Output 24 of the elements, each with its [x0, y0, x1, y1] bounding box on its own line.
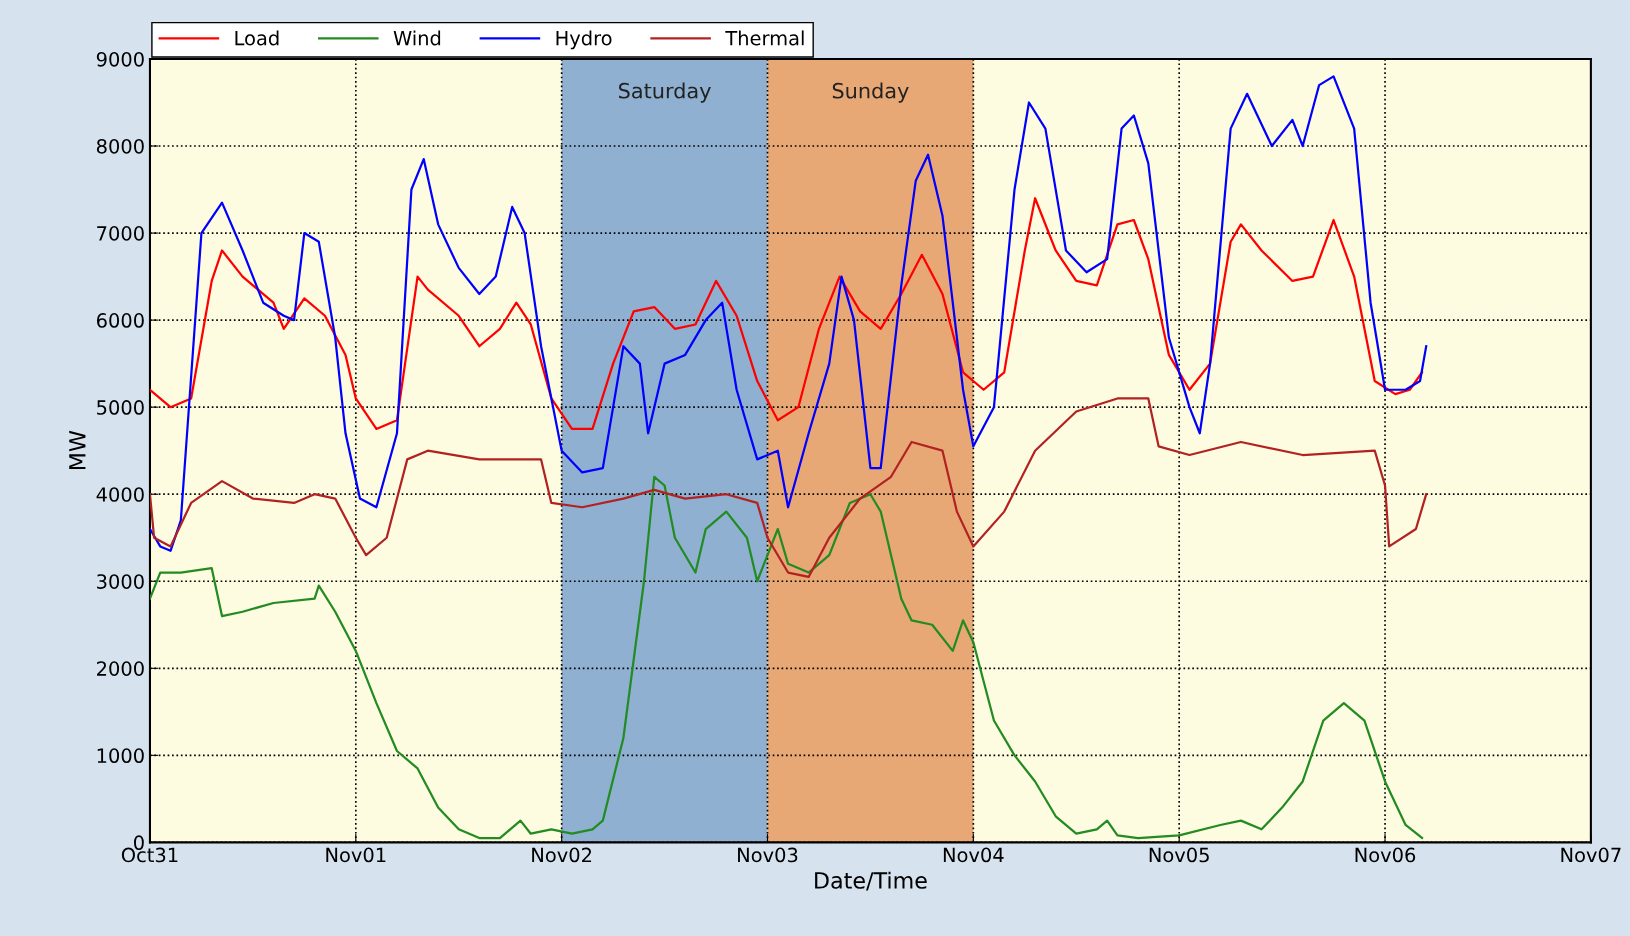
legend-label: Hydro — [556, 30, 612, 50]
x-tick-label: Nov06 — [1355, 847, 1416, 863]
y-tick-label: 8000 — [96, 138, 144, 154]
band-label: Saturday — [619, 82, 711, 103]
x-tick-label: Nov07 — [1561, 847, 1621, 863]
y-tick-label: 9000 — [96, 51, 144, 67]
x-tick-label: Nov02 — [532, 847, 592, 863]
legend-label: Load — [235, 30, 279, 46]
y-tick-label: 2000 — [97, 661, 144, 676]
y-axis-title: MW — [69, 430, 86, 470]
y-tick-label: 5000 — [97, 400, 144, 415]
legend-label: Wind — [393, 30, 441, 46]
band-label: Sunday — [832, 82, 909, 103]
legend-label: Thermal — [725, 30, 804, 46]
x-tick-label: Nov05 — [1149, 847, 1209, 863]
y-tick-label: 3000 — [97, 574, 144, 589]
y-tick-label: 1000 — [97, 748, 144, 764]
x-tick-label: Nov04 — [943, 847, 1004, 863]
y-tick-label: 4000 — [96, 487, 144, 502]
y-tick-label: 6000 — [96, 313, 144, 328]
x-axis-title: Date/Time — [815, 871, 927, 891]
y-tick-label: 7000 — [97, 226, 144, 241]
x-tick-label: Nov01 — [326, 847, 386, 863]
x-tick-label: Nov03 — [738, 847, 798, 863]
